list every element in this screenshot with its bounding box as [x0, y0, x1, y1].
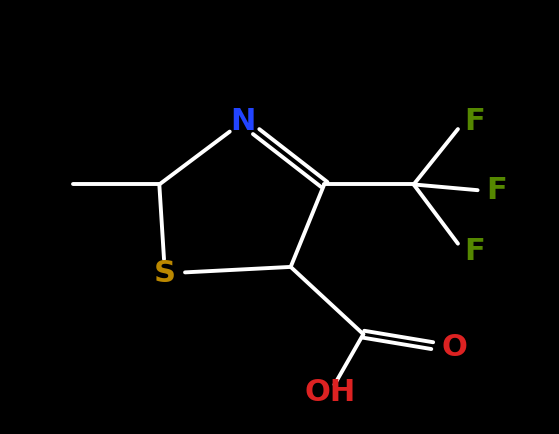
Text: F: F [486, 177, 507, 205]
Text: N: N [230, 107, 256, 136]
Text: F: F [464, 237, 485, 266]
Text: S: S [154, 259, 176, 288]
Text: O: O [442, 333, 467, 362]
Text: OH: OH [304, 378, 356, 407]
Text: F: F [464, 107, 485, 136]
